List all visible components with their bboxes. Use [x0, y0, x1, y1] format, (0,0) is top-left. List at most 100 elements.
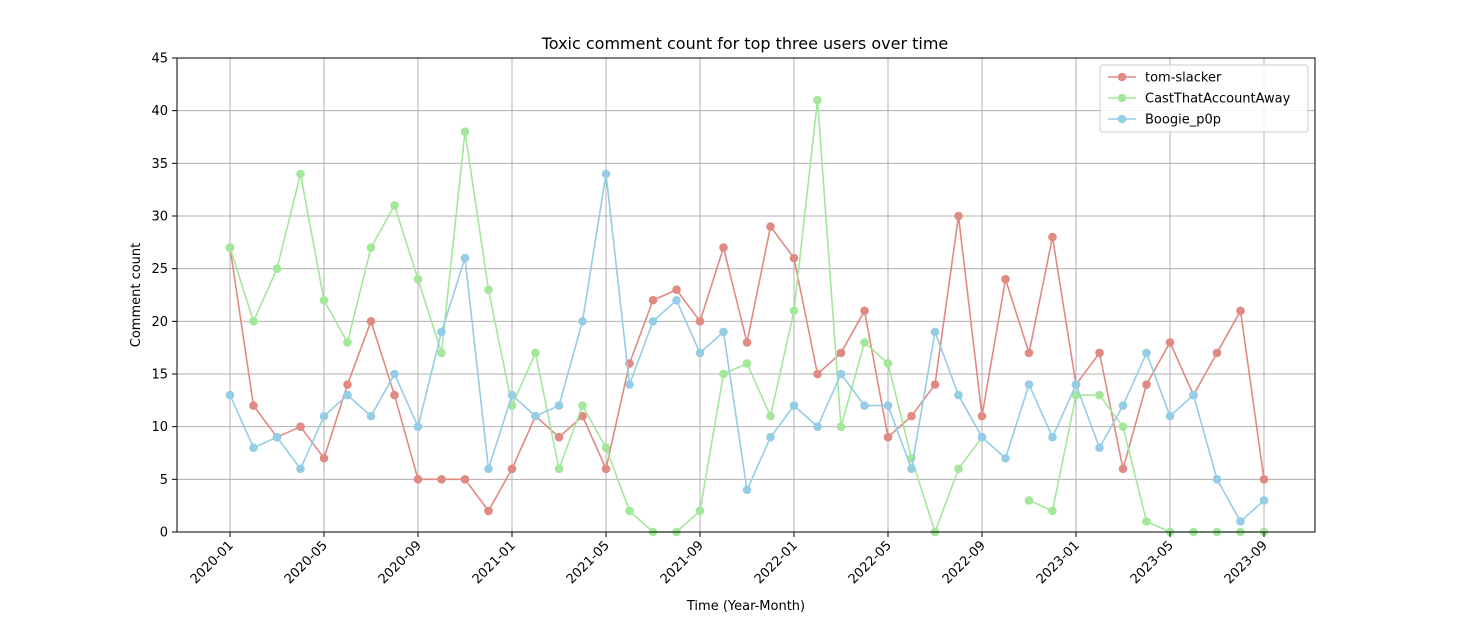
- data-point-castthataccountaway: [578, 401, 587, 410]
- legend-marker-boogie-p0p: [1117, 114, 1127, 124]
- data-point-castthataccountaway: [695, 506, 705, 516]
- data-point-boogie-p0p: [437, 327, 446, 337]
- data-point-tom-slacker: [836, 348, 846, 358]
- data-point-tom-slacker: [578, 411, 587, 421]
- data-point-tom-slacker: [601, 464, 611, 474]
- data-point-boogie-p0p: [484, 464, 493, 474]
- data-point-tom-slacker: [1259, 475, 1269, 484]
- data-point-boogie-p0p: [648, 317, 658, 326]
- data-point-boogie-p0p: [1236, 517, 1245, 526]
- data-point-castthataccountaway: [766, 411, 775, 421]
- data-point-tom-slacker: [319, 453, 329, 463]
- data-point-boogie-p0p: [1189, 390, 1198, 400]
- data-point-castthataccountaway: [249, 317, 258, 326]
- data-point-tom-slacker: [954, 211, 963, 221]
- y-tick-label: 30: [151, 210, 168, 225]
- data-point-tom-slacker: [554, 432, 564, 442]
- data-point-boogie-p0p: [507, 390, 517, 400]
- data-point-tom-slacker: [1048, 232, 1057, 242]
- data-point-boogie-p0p: [531, 411, 540, 421]
- legend-label-boogie-p0p: Boogie_p0p: [1145, 113, 1221, 128]
- data-point-boogie-p0p: [1259, 496, 1269, 505]
- legend-box: [1099, 64, 1309, 133]
- data-point-tom-slacker: [1142, 380, 1151, 389]
- data-point-boogie-p0p: [1048, 432, 1057, 442]
- chart-title: Toxic comment count for top three users …: [541, 34, 949, 53]
- y-tick-label: 0: [160, 526, 168, 541]
- data-point-tom-slacker: [766, 222, 775, 231]
- data-point-tom-slacker: [249, 401, 258, 410]
- data-point-castthataccountaway: [954, 464, 963, 474]
- data-point-tom-slacker: [648, 295, 658, 305]
- y-tick-label: 10: [151, 420, 168, 435]
- data-point-boogie-p0p: [578, 317, 587, 326]
- data-point-castthataccountaway: [460, 127, 470, 137]
- data-point-boogie-p0p: [343, 390, 352, 400]
- data-point-tom-slacker: [366, 317, 376, 326]
- data-point-tom-slacker: [296, 422, 305, 431]
- data-point-castthataccountaway: [1142, 517, 1151, 526]
- data-point-tom-slacker: [437, 475, 446, 484]
- y-tick-label: 25: [151, 262, 168, 277]
- data-point-boogie-p0p: [883, 401, 893, 410]
- data-point-castthataccountaway: [836, 422, 846, 431]
- data-point-castthataccountaway: [225, 243, 235, 252]
- data-point-boogie-p0p: [413, 422, 423, 431]
- y-tick-label: 45: [151, 52, 168, 67]
- data-point-tom-slacker: [695, 317, 705, 326]
- data-point-boogie-p0p: [460, 253, 470, 263]
- data-point-tom-slacker: [977, 411, 987, 421]
- y-tick-label: 35: [151, 157, 168, 172]
- data-point-castthataccountaway: [413, 274, 423, 284]
- data-point-boogie-p0p: [813, 422, 822, 431]
- data-point-boogie-p0p: [836, 369, 846, 379]
- data-point-tom-slacker: [860, 306, 869, 316]
- data-point-tom-slacker: [484, 506, 493, 516]
- data-point-boogie-p0p: [907, 464, 916, 474]
- data-point-boogie-p0p: [695, 348, 705, 358]
- data-point-boogie-p0p: [977, 432, 987, 442]
- data-point-tom-slacker: [507, 464, 517, 474]
- y-tick-label: 15: [151, 368, 168, 383]
- data-point-boogie-p0p: [601, 169, 611, 179]
- data-point-boogie-p0p: [789, 401, 799, 410]
- data-point-castthataccountaway: [813, 95, 822, 105]
- data-point-castthataccountaway: [601, 443, 611, 453]
- data-point-tom-slacker: [883, 432, 893, 442]
- data-point-boogie-p0p: [719, 327, 728, 337]
- data-point-boogie-p0p: [366, 411, 376, 421]
- y-tick-label: 20: [151, 315, 168, 330]
- data-point-tom-slacker: [1118, 464, 1128, 474]
- plot-frame: [176, 57, 1316, 533]
- data-point-castthataccountaway: [531, 348, 540, 358]
- data-point-castthataccountaway: [1071, 390, 1081, 400]
- data-point-boogie-p0p: [296, 464, 305, 474]
- x-axis-title: Time (Year-Month): [686, 599, 805, 614]
- data-point-tom-slacker: [672, 285, 681, 295]
- data-point-tom-slacker: [719, 243, 728, 252]
- data-point-boogie-p0p: [1212, 475, 1222, 484]
- y-tick-label: 40: [151, 104, 168, 119]
- data-point-boogie-p0p: [1142, 348, 1151, 358]
- data-point-boogie-p0p: [249, 443, 258, 453]
- data-point-castthataccountaway: [789, 306, 799, 316]
- data-point-tom-slacker: [1212, 348, 1222, 358]
- data-point-tom-slacker: [789, 253, 799, 263]
- data-point-castthataccountaway: [625, 506, 634, 516]
- data-point-castthataccountaway: [554, 464, 564, 474]
- data-point-tom-slacker: [1001, 274, 1010, 284]
- data-point-boogie-p0p: [860, 401, 869, 410]
- data-point-castthataccountaway: [883, 359, 893, 368]
- data-point-castthataccountaway: [484, 285, 493, 295]
- data-point-castthataccountaway: [1024, 496, 1034, 505]
- data-point-castthataccountaway: [366, 243, 376, 252]
- data-point-boogie-p0p: [272, 432, 282, 442]
- data-point-tom-slacker: [813, 369, 822, 379]
- data-point-castthataccountaway: [719, 369, 728, 379]
- legend-marker-tom-slacker: [1117, 72, 1127, 82]
- data-point-tom-slacker: [1095, 348, 1104, 358]
- data-point-boogie-p0p: [930, 327, 940, 337]
- data-point-boogie-p0p: [1024, 380, 1034, 389]
- data-point-boogie-p0p: [954, 390, 963, 400]
